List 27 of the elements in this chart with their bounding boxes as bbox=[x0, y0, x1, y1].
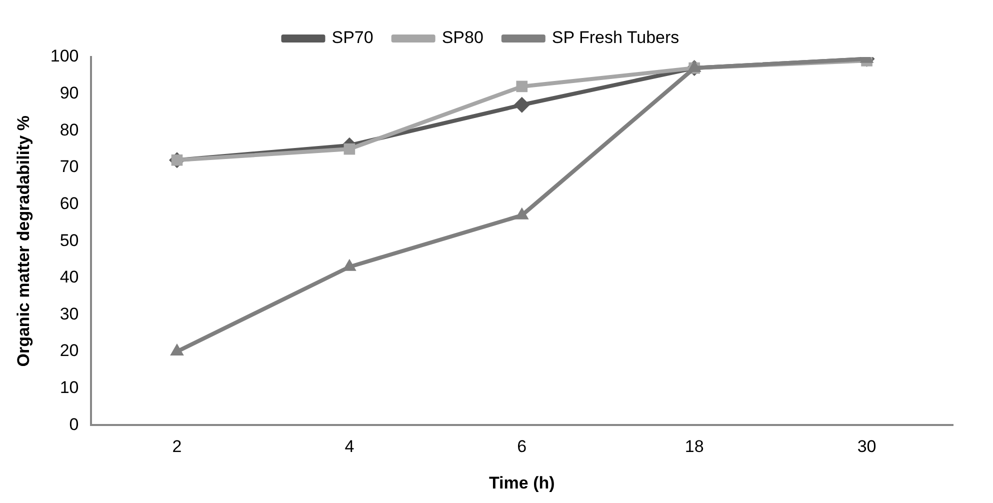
x-tick-label: 30 bbox=[857, 437, 876, 456]
y-tick-label: 70 bbox=[60, 157, 79, 176]
point bbox=[344, 143, 356, 155]
x-tick-label: 6 bbox=[517, 437, 527, 456]
y-tick-label: 30 bbox=[60, 304, 79, 324]
x-tick-label: 4 bbox=[344, 437, 354, 456]
point bbox=[342, 258, 356, 271]
y-tick-label: 20 bbox=[60, 341, 79, 360]
y-axis-title: Organic matter degradability % bbox=[14, 115, 33, 367]
y-tick-label: 0 bbox=[69, 414, 79, 434]
x-tick-label: 2 bbox=[172, 437, 182, 456]
legend-label: SP Fresh Tubers bbox=[552, 28, 680, 48]
point bbox=[516, 80, 528, 92]
point bbox=[514, 96, 530, 113]
y-tick-label: 40 bbox=[60, 268, 79, 287]
point bbox=[514, 207, 529, 220]
y-tick-label: 60 bbox=[60, 194, 79, 213]
y-tick-label: 10 bbox=[60, 378, 79, 398]
y-tick-label: 50 bbox=[60, 230, 79, 250]
x-tick-label: 18 bbox=[684, 437, 704, 456]
y-tick-label: 90 bbox=[60, 84, 79, 103]
x-axis-title: Time (h) bbox=[488, 473, 555, 492]
legend-label: SP70 bbox=[332, 28, 374, 48]
legend-label: SP80 bbox=[442, 28, 484, 48]
y-tick-label: 100 bbox=[50, 46, 79, 66]
point bbox=[170, 344, 184, 356]
y-tick-label: 80 bbox=[60, 120, 79, 140]
